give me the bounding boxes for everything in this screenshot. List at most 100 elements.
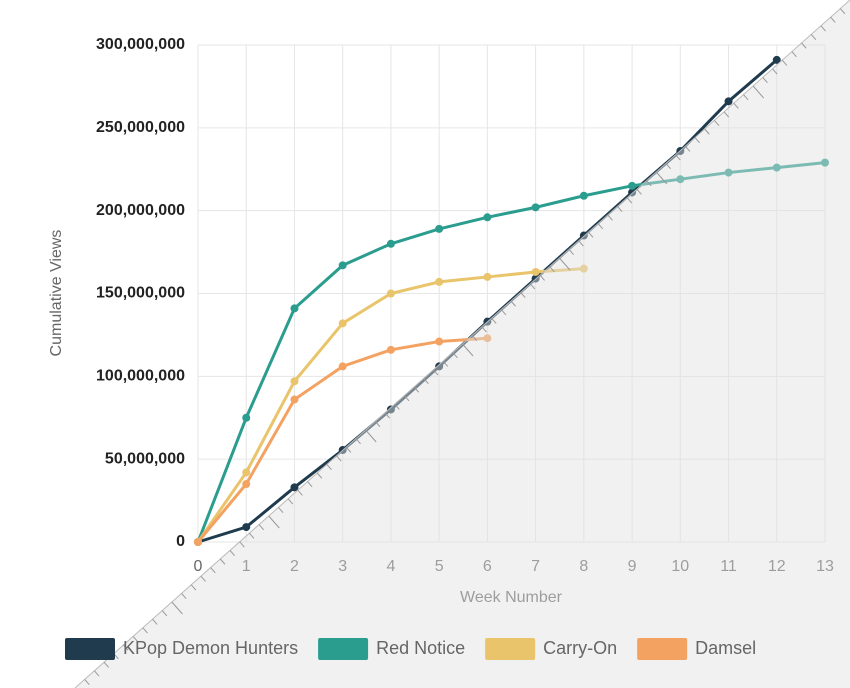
ruler-tick: [743, 94, 749, 101]
ruler-tick: [190, 584, 197, 591]
ruler-tick: [336, 455, 342, 462]
y-tick-label: 200,000,000: [96, 202, 185, 219]
y-tick-label: 150,000,000: [96, 285, 185, 302]
ruler-tick: [510, 300, 516, 307]
ruler-tick: [452, 352, 458, 359]
ruler-tick: [588, 231, 594, 238]
ruler-tick: [123, 644, 129, 651]
data-point: [483, 334, 492, 343]
x-tick-label: 6: [483, 558, 492, 575]
x-tick-label: 8: [579, 558, 588, 575]
ruler-tick: [558, 257, 571, 271]
data-point: [338, 362, 347, 371]
legend-swatch: [65, 638, 115, 660]
ruler-tick: [481, 326, 487, 333]
ruler-tick: [491, 317, 497, 324]
x-tick-label: 9: [628, 558, 637, 575]
ruler-tick: [733, 102, 739, 109]
ruler-tick: [103, 661, 110, 668]
data-point: [242, 480, 251, 489]
legend-label: Red Notice: [376, 638, 465, 658]
data-point: [483, 272, 492, 281]
data-point: [242, 468, 251, 477]
ruler-tick: [258, 524, 265, 531]
ruler-tick: [132, 636, 139, 642]
data-point: [435, 224, 444, 233]
ruler-tick: [307, 481, 313, 488]
ruler-tick: [529, 283, 536, 290]
ruler-tick: [752, 85, 765, 99]
ruler-tick: [345, 446, 352, 453]
ruler-tick: [772, 68, 778, 75]
ruler-tick: [723, 111, 730, 118]
data-point: [290, 377, 299, 386]
data-point: [531, 267, 540, 276]
y-tick-label: 300,000,000: [96, 36, 185, 53]
ruler-tick: [646, 180, 652, 187]
ruler-tick: [704, 128, 710, 135]
ruler-tick: [413, 386, 420, 393]
ruler-tick: [549, 266, 555, 273]
ruler-tick: [316, 472, 323, 479]
ruler-tick: [239, 541, 245, 548]
ruler-tick: [365, 429, 377, 443]
data-point: [290, 483, 299, 492]
data-point: [435, 337, 444, 346]
data-point: [579, 264, 588, 273]
data-point: [628, 188, 637, 197]
x-tick-label: 1: [242, 558, 251, 575]
data-point: [579, 191, 588, 200]
data-point: [724, 168, 733, 177]
x-tick-label: 5: [435, 558, 444, 575]
ruler-tick: [839, 8, 846, 15]
data-point: [772, 55, 781, 64]
ruler-tick: [617, 206, 623, 212]
data-point: [821, 158, 829, 167]
y-tick-label: 50,000,000: [105, 450, 185, 467]
data-point: [386, 345, 395, 354]
ruler-tick: [684, 145, 691, 152]
x-tick-label: 7: [531, 558, 540, 575]
ruler-tick: [287, 498, 294, 505]
ruler-tick: [355, 438, 361, 445]
data-point: [531, 203, 540, 212]
ruler-tick: [403, 395, 410, 402]
legend-label: Damsel: [695, 638, 756, 658]
ruler-tick: [462, 343, 474, 357]
ruler-tick: [433, 369, 439, 376]
ruler-tick: [219, 558, 226, 565]
data-point: [194, 538, 202, 546]
x-tick-label: 3: [338, 558, 347, 575]
data-point: [290, 395, 299, 404]
ruler-tick: [394, 403, 400, 410]
data-point: [772, 163, 781, 172]
ruler-tick: [781, 59, 788, 66]
ruler-tick: [655, 171, 668, 185]
ruler-tick: [84, 679, 90, 685]
legend-swatch: [485, 638, 536, 660]
data-point: [338, 319, 347, 328]
data-point: [386, 289, 395, 298]
x-axis-title: Week Number: [460, 589, 563, 606]
ruler-tick: [268, 515, 280, 529]
ruler-tick: [675, 154, 681, 161]
y-tick-label: 250,000,000: [96, 119, 185, 136]
ruler-tick: [810, 34, 817, 40]
x-tick-label: 0: [194, 558, 203, 575]
data-point: [386, 239, 395, 248]
ruler-tick: [801, 42, 807, 49]
data-point: [483, 213, 492, 222]
x-tick-label: 10: [671, 558, 689, 575]
data-point: [435, 277, 444, 286]
x-tick-label: 11: [720, 558, 737, 575]
ruler-tick: [384, 412, 390, 419]
data-point: [676, 175, 685, 184]
ruler-tick: [171, 601, 183, 615]
y-tick-label: 100,000,000: [96, 368, 185, 385]
ruler-tick: [694, 137, 700, 144]
ruler-tick: [578, 240, 584, 247]
ruler-tick: [152, 618, 158, 625]
legend-swatch: [318, 638, 369, 660]
ruler-tick: [326, 464, 332, 470]
x-tick-label: 12: [768, 558, 786, 575]
